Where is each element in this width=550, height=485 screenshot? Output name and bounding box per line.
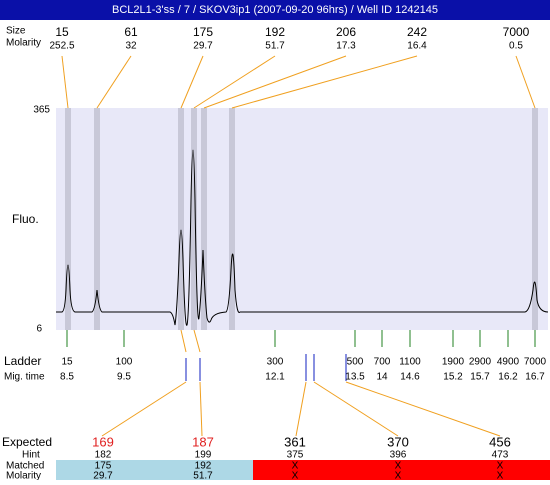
hint: 375 (287, 450, 304, 461)
molarity: 29.7 (93, 471, 113, 480)
ladder-mig: 15.7 (470, 372, 490, 383)
molarity: X (497, 471, 504, 480)
peak-size: 175 (193, 25, 213, 39)
peak-molarity: 0.5 (509, 41, 523, 52)
sample-markers (185, 354, 347, 381)
expected: 456 (489, 434, 511, 449)
ladder-mig: 16.2 (498, 372, 518, 383)
peak-molarity: 32 (125, 41, 137, 52)
peak-size: 242 (407, 25, 427, 39)
peak-size: 61 (124, 25, 138, 39)
ladder-mig: 9.5 (117, 372, 131, 383)
peak-molarity: 17.3 (336, 41, 356, 52)
y-label: Fluo. (12, 212, 39, 226)
peak-band (229, 108, 235, 330)
ladder-mig: 16.7 (525, 372, 545, 383)
ladder-mig: 8.5 (60, 372, 74, 383)
peak-connector (203, 55, 347, 109)
peak-band (94, 108, 100, 330)
peak-size: 192 (265, 25, 285, 39)
hint: 473 (492, 450, 509, 461)
ladder-size: 7000 (524, 357, 547, 368)
ladder-size: 700 (374, 357, 391, 368)
ladder-mig: 14.6 (400, 372, 420, 383)
ladder-size: 100 (116, 357, 133, 368)
molarity: 51.7 (193, 471, 213, 480)
ladder-size: 1900 (442, 357, 465, 368)
peak-connector (61, 55, 69, 109)
peak-band (191, 108, 197, 330)
title: BCL2L1-3'ss / 7 / SKOV3ip1 (2007-09-20 9… (112, 4, 438, 16)
hint: 199 (195, 450, 212, 461)
molarity: X (292, 471, 299, 480)
ladder-size: 300 (267, 357, 284, 368)
expected: 361 (284, 434, 306, 449)
trace (56, 149, 549, 326)
expected: 169 (92, 434, 114, 449)
matched: X (497, 461, 504, 472)
molarity-label: Molarity (6, 38, 41, 49)
matched: 192 (195, 461, 212, 472)
ladder-mig: 12.1 (265, 372, 285, 383)
peak-band (65, 108, 71, 330)
ladder-size: 4900 (497, 357, 520, 368)
matched: X (395, 461, 402, 472)
plot-area (56, 108, 548, 330)
expected: 370 (387, 434, 409, 449)
matched-label: Matched (6, 461, 44, 472)
ladder-size: 2900 (469, 357, 492, 368)
peak-molarity: 29.7 (193, 41, 213, 52)
connectors (101, 329, 501, 437)
peak-molarity: 252.5 (49, 41, 74, 52)
y-min: 6 (36, 324, 42, 335)
peak-size: 15 (55, 25, 69, 39)
peak-molarity: 51.7 (265, 41, 285, 52)
size-label: Size (6, 26, 26, 37)
ladder-size: 15 (61, 357, 73, 368)
peak-connector (515, 55, 536, 109)
hint-label: Hint (22, 450, 40, 461)
molarity: X (395, 471, 402, 480)
hint: 396 (390, 450, 407, 461)
peak-connector (193, 55, 276, 109)
peak-band (178, 108, 184, 330)
ladder-label: Ladder (4, 354, 41, 368)
ladder-mig: 15.2 (443, 372, 463, 383)
mig-label: Mig. time (4, 372, 45, 383)
peak-connector (180, 55, 204, 109)
title-bar (0, 0, 550, 20)
hint: 182 (95, 450, 112, 461)
ladder-mig: 13.5 (345, 372, 365, 383)
ladder-size: 500 (347, 357, 364, 368)
peak-molarity: 16.4 (407, 41, 427, 52)
matched: 175 (95, 461, 112, 472)
matched-bg (56, 460, 253, 480)
table-molarity-label: Molarity (6, 471, 41, 480)
peak-band (532, 108, 538, 330)
ladder-mig: 14 (376, 372, 388, 383)
peak-size: 7000 (503, 25, 530, 39)
peak-connector (96, 55, 132, 109)
ladder-size: 1100 (399, 357, 421, 368)
expected: 187 (192, 434, 214, 449)
unmatched-bg (253, 460, 550, 480)
y-max: 365 (33, 105, 50, 116)
peak-size: 206 (336, 25, 356, 39)
peak-connector (231, 55, 418, 109)
expected-label: Expected (2, 435, 52, 449)
matched: X (292, 461, 299, 472)
peak-band (201, 108, 207, 330)
